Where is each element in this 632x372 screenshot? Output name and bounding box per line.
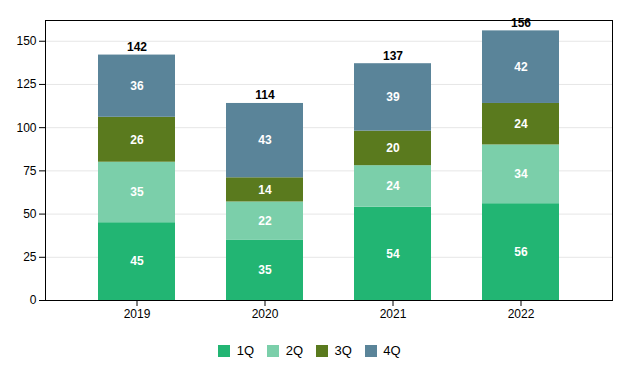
svg-text:156: 156 — [511, 16, 531, 30]
svg-text:24: 24 — [514, 117, 528, 131]
svg-text:56: 56 — [514, 245, 528, 259]
svg-text:42: 42 — [514, 60, 528, 74]
html-text:1Q: 1Q — [236, 343, 255, 358]
svg-text:2019: 2019 — [124, 307, 151, 321]
html-text:3Q: 3Q — [334, 343, 352, 358]
svg-text:2022: 2022 — [508, 307, 535, 321]
svg-text:45: 45 — [130, 254, 144, 268]
svg-text:34: 34 — [514, 167, 528, 181]
html-text:2Q: 2Q — [285, 343, 303, 358]
svg-text:100: 100 — [16, 121, 36, 135]
svg-text:24: 24 — [386, 179, 400, 193]
svg-text:75: 75 — [23, 164, 37, 178]
svg-text:2020: 2020 — [252, 307, 279, 321]
svg-text:25: 25 — [23, 250, 37, 264]
svg-text:54: 54 — [386, 247, 400, 261]
svg-text:150: 150 — [16, 34, 36, 48]
svg-text:137: 137 — [383, 49, 403, 63]
svg-text:43: 43 — [258, 133, 272, 147]
svg-text:35: 35 — [130, 185, 144, 199]
svg-text:50: 50 — [23, 207, 37, 221]
svg-text:39: 39 — [386, 90, 400, 104]
svg-text:14: 14 — [258, 183, 272, 197]
svg-text:142: 142 — [127, 40, 147, 54]
svg-text:22: 22 — [258, 214, 272, 228]
svg-text:2021: 2021 — [380, 307, 407, 321]
svg-text:20: 20 — [386, 141, 400, 155]
svg-text:26: 26 — [130, 133, 144, 147]
svg-text:36: 36 — [130, 79, 144, 93]
svg-text:0: 0 — [30, 293, 37, 307]
svg-text:114: 114 — [255, 88, 275, 102]
svg-text:35: 35 — [258, 263, 272, 277]
html-text:4Q: 4Q — [383, 343, 401, 358]
svg-text:125: 125 — [16, 77, 36, 91]
